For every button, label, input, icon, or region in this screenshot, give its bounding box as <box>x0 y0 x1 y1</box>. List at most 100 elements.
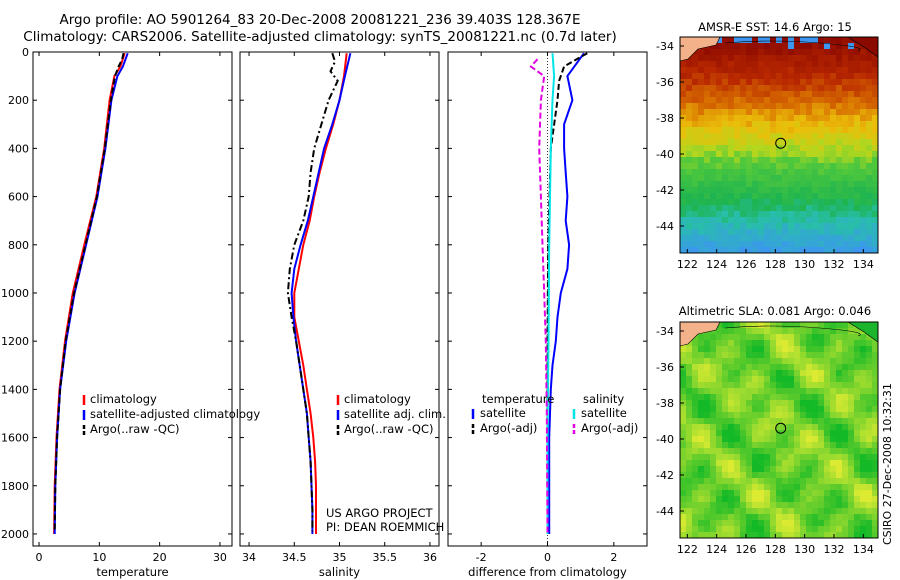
map-cell <box>836 97 842 103</box>
map-cell <box>806 217 812 223</box>
map-cell <box>836 235 842 241</box>
map-cell <box>848 460 854 466</box>
map-cell <box>788 127 794 133</box>
map-cell <box>842 520 848 526</box>
y-tick-label: 200 <box>8 94 29 107</box>
map-cell <box>824 418 830 424</box>
legend-label: satellite <box>581 406 627 420</box>
map-cell <box>716 199 722 205</box>
map-cell <box>740 49 746 55</box>
map-cell <box>812 478 818 484</box>
map-cell <box>746 163 752 169</box>
map-cell <box>716 187 722 193</box>
map-cell <box>794 514 800 520</box>
map-cell <box>710 139 716 145</box>
map-cell <box>836 115 842 121</box>
map-cell <box>860 412 866 418</box>
map-cell <box>686 121 692 127</box>
map-cell <box>686 181 692 187</box>
map-cell <box>872 97 878 103</box>
map-cell <box>818 229 824 235</box>
map-cell <box>854 382 860 388</box>
map-cell <box>860 490 866 496</box>
map-cell <box>692 67 698 73</box>
map-cell <box>710 67 716 73</box>
map-cell <box>764 394 770 400</box>
map-cell <box>872 514 878 520</box>
map-cell <box>854 127 860 133</box>
map-cell <box>698 163 704 169</box>
legend-title-salinity: salinity <box>583 392 624 406</box>
map-cell <box>686 490 692 496</box>
map-cell <box>866 376 872 382</box>
map-cell <box>788 97 794 103</box>
map-cell <box>818 322 824 328</box>
map-cell <box>860 229 866 235</box>
map-cell <box>692 97 698 103</box>
map-cell <box>746 43 752 49</box>
map-cell <box>764 502 770 508</box>
map-cell <box>692 382 698 388</box>
map-cell <box>740 133 746 139</box>
map-cell <box>782 49 788 55</box>
map-cell <box>722 454 728 460</box>
y-tick-label: 1400 <box>1 383 29 396</box>
map-cell <box>758 193 764 199</box>
map-cell <box>836 382 842 388</box>
map-cell <box>836 448 842 454</box>
map-cell <box>788 181 794 187</box>
map-cell <box>728 247 734 253</box>
map-cell <box>836 460 842 466</box>
map-cell <box>734 55 740 61</box>
map-cell <box>830 235 836 241</box>
map-cell <box>686 139 692 145</box>
map-cell <box>866 121 872 127</box>
map-cell <box>830 91 836 97</box>
map-cell <box>770 490 776 496</box>
map-cell <box>734 199 740 205</box>
map-cell <box>680 520 686 526</box>
map-cell <box>758 211 764 217</box>
map-cell <box>860 340 866 346</box>
map-cell <box>782 358 788 364</box>
map-cell <box>782 424 788 430</box>
map-cell <box>782 67 788 73</box>
map-cell <box>848 241 854 247</box>
map-cell <box>716 163 722 169</box>
map-cell <box>854 376 860 382</box>
map-cell <box>734 430 740 436</box>
map-cell <box>800 121 806 127</box>
map-cell <box>698 223 704 229</box>
map-cell <box>692 376 698 382</box>
map-cell <box>686 466 692 472</box>
map-cell <box>854 526 860 532</box>
map-cell <box>734 151 740 157</box>
map-cell <box>872 67 878 73</box>
map-cell <box>824 502 830 508</box>
x-tick-label: 10 <box>92 551 106 564</box>
map-cell <box>728 496 734 502</box>
map-cell <box>782 520 788 526</box>
map-cell <box>836 37 842 43</box>
map-cell <box>680 169 686 175</box>
map-cell <box>848 406 854 412</box>
map-cell <box>686 169 692 175</box>
map-cell <box>812 472 818 478</box>
map-cell <box>842 448 848 454</box>
map-cell <box>770 61 776 67</box>
map-cell <box>710 103 716 109</box>
map-cell <box>776 526 782 532</box>
map-cell <box>872 247 878 253</box>
map-cell <box>728 520 734 526</box>
map-cell <box>794 103 800 109</box>
map-cell <box>698 532 704 538</box>
map-cell <box>818 412 824 418</box>
map-cell <box>686 430 692 436</box>
map-cell <box>836 532 842 538</box>
map-cell <box>692 151 698 157</box>
map-cell <box>716 169 722 175</box>
map-cell <box>866 145 872 151</box>
map-cell <box>752 193 758 199</box>
